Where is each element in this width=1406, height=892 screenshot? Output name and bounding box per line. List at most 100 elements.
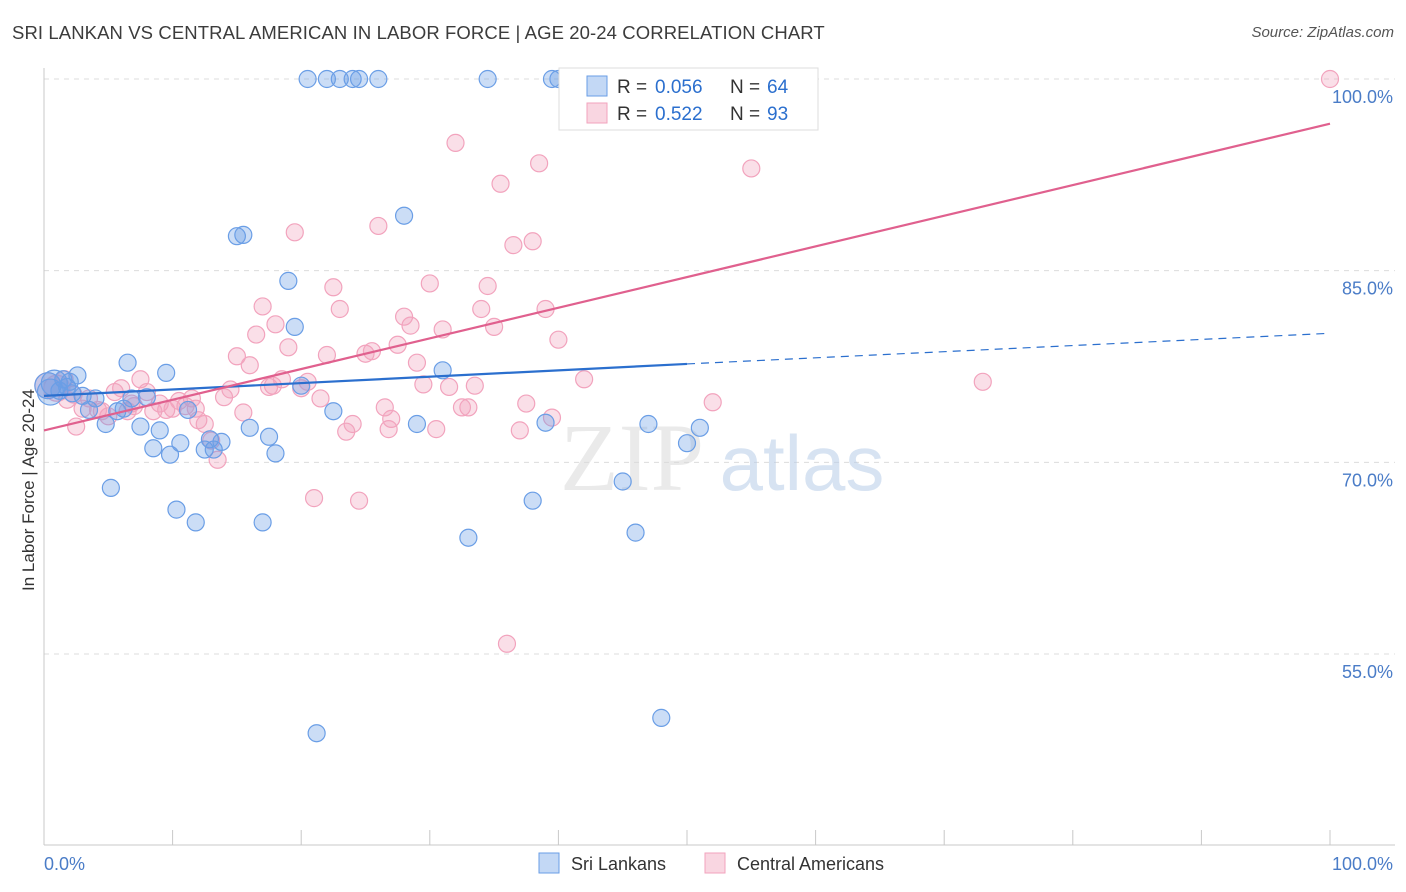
central-americans-points bbox=[34, 69, 1340, 653]
sri-lankan-point-14 bbox=[118, 353, 137, 372]
watermark: ZIP atlas bbox=[560, 404, 884, 511]
sri-lankans-points bbox=[34, 69, 709, 743]
watermark-atlas: atlas bbox=[720, 419, 885, 507]
sri-lankan-point-56 bbox=[613, 472, 632, 491]
legend-n-value-2: 93 bbox=[767, 104, 788, 125]
central-american-point-29 bbox=[234, 403, 253, 422]
sri-lankan-point-61 bbox=[690, 418, 709, 437]
series-legend: Sri Lankans Central Americans bbox=[538, 852, 884, 874]
sri-lankan-point-40 bbox=[307, 724, 326, 743]
sri-lankan-point-38 bbox=[292, 376, 311, 395]
sri-lankan-point-36 bbox=[279, 271, 298, 290]
sri-lankan-point-21 bbox=[160, 445, 180, 464]
sri-lankan-point-58 bbox=[639, 414, 658, 434]
sri-lankan-point-19 bbox=[150, 421, 169, 440]
bottom-legend-label-sri-lankans: Sri Lankans bbox=[571, 854, 666, 874]
central-american-point-23 bbox=[195, 414, 214, 434]
y-tick-label-70: 70.0% bbox=[1342, 470, 1393, 490]
sri-lankan-point-39 bbox=[298, 69, 317, 89]
central-american-point-69 bbox=[491, 174, 510, 193]
bottom-legend-swatch-sri-lankans bbox=[538, 852, 560, 874]
central-american-point-90 bbox=[186, 399, 205, 418]
central-american-point-31 bbox=[247, 325, 266, 344]
central-american-point-73 bbox=[517, 394, 536, 413]
central-american-point-50 bbox=[369, 216, 388, 236]
central-american-point-44 bbox=[330, 299, 349, 319]
central-american-point-55 bbox=[401, 316, 420, 335]
central-american-point-58 bbox=[420, 274, 439, 293]
central-american-point-40 bbox=[304, 489, 324, 508]
sri-lankan-point-42 bbox=[324, 402, 343, 421]
central-american-point-41 bbox=[311, 389, 330, 408]
sri-lankan-point-47 bbox=[394, 206, 414, 225]
legend-swatch-sri-lankans bbox=[586, 75, 608, 97]
central-american-point-86 bbox=[1320, 69, 1340, 89]
sri-lankan-point-62 bbox=[36, 378, 65, 406]
sri-lankan-point-15 bbox=[122, 389, 141, 408]
legend-swatch-central-americans bbox=[586, 102, 608, 124]
central-american-point-84 bbox=[742, 159, 761, 178]
sri-lankan-point-52 bbox=[523, 491, 542, 510]
sri-lankan-point-28 bbox=[204, 440, 223, 459]
central-american-point-66 bbox=[472, 299, 491, 319]
sri-lankans-trend-extension bbox=[686, 332, 1331, 365]
central-american-point-56 bbox=[407, 353, 427, 372]
legend-n-label-2: N = bbox=[730, 104, 765, 125]
central-american-point-61 bbox=[439, 377, 459, 397]
sri-lankan-point-63 bbox=[60, 372, 79, 391]
central-american-point-75 bbox=[530, 154, 549, 173]
sri-lankans-trend-line bbox=[43, 362, 688, 397]
sri-lankan-point-11 bbox=[101, 478, 120, 497]
bottom-legend-label-central-americans: Central Americans bbox=[737, 854, 884, 874]
sri-lankan-point-25 bbox=[186, 513, 205, 532]
central-american-point-65 bbox=[465, 376, 484, 395]
central-american-point-78 bbox=[549, 330, 568, 349]
sri-lankan-point-43 bbox=[330, 69, 349, 89]
sri-lankan-point-46 bbox=[369, 69, 388, 89]
central-american-point-25 bbox=[208, 450, 227, 469]
central-american-point-36 bbox=[279, 338, 298, 357]
y-tick-label-55: 55.0% bbox=[1342, 662, 1393, 682]
legend-r-label-2: R = bbox=[617, 104, 652, 125]
sri-lankan-point-22 bbox=[167, 500, 186, 519]
sri-lankan-point-27 bbox=[200, 430, 219, 449]
sri-lankan-point-44 bbox=[343, 69, 362, 89]
sri-lankan-point-41 bbox=[317, 69, 337, 89]
sri-lankan-point-34 bbox=[259, 427, 279, 446]
sri-lankan-point-18 bbox=[144, 439, 163, 458]
sri-lankan-point-35 bbox=[266, 444, 285, 463]
central-american-point-37 bbox=[285, 223, 304, 242]
central-american-point-46 bbox=[343, 414, 362, 434]
central-american-point-34 bbox=[266, 315, 285, 334]
sri-lankan-point-30 bbox=[227, 227, 246, 246]
sri-lankan-point-20 bbox=[157, 363, 176, 382]
sri-lankan-point-16 bbox=[131, 417, 150, 436]
sri-lankan-point-57 bbox=[626, 523, 645, 542]
central-american-point-28 bbox=[227, 347, 246, 366]
legend-r-value-1: 0.056 bbox=[655, 77, 703, 98]
sri-lankan-point-51 bbox=[478, 69, 497, 89]
sri-lankan-point-53 bbox=[536, 413, 555, 432]
sri-lankan-point-45 bbox=[349, 69, 369, 89]
central-americans-trend-line bbox=[43, 122, 1331, 432]
central-american-point-51 bbox=[375, 398, 394, 417]
sri-lankan-point-59 bbox=[652, 708, 671, 727]
central-american-point-47 bbox=[349, 491, 369, 510]
x-tick-labels: 0.0% 100.0% bbox=[44, 854, 1393, 874]
x-tick-label-max: 100.0% bbox=[1332, 854, 1393, 874]
sri-lankan-point-24 bbox=[178, 400, 198, 420]
chart-source: Source: ZipAtlas.com bbox=[1251, 24, 1394, 41]
central-american-point-64 bbox=[459, 398, 478, 417]
y-tick-label-85: 85.0% bbox=[1342, 279, 1393, 299]
central-american-point-59 bbox=[427, 420, 446, 439]
central-american-point-92 bbox=[379, 420, 398, 439]
sri-lankan-point-49 bbox=[433, 361, 452, 380]
central-american-point-70 bbox=[497, 634, 517, 653]
sri-lankan-point-8 bbox=[79, 400, 99, 420]
central-american-point-43 bbox=[324, 278, 343, 297]
sri-lankan-point-29 bbox=[212, 432, 231, 451]
central-american-point-30 bbox=[240, 356, 259, 375]
x-tick-label-min: 0.0% bbox=[44, 854, 85, 874]
sri-lankan-point-48 bbox=[407, 414, 427, 434]
sri-lankan-point-50 bbox=[459, 528, 478, 547]
